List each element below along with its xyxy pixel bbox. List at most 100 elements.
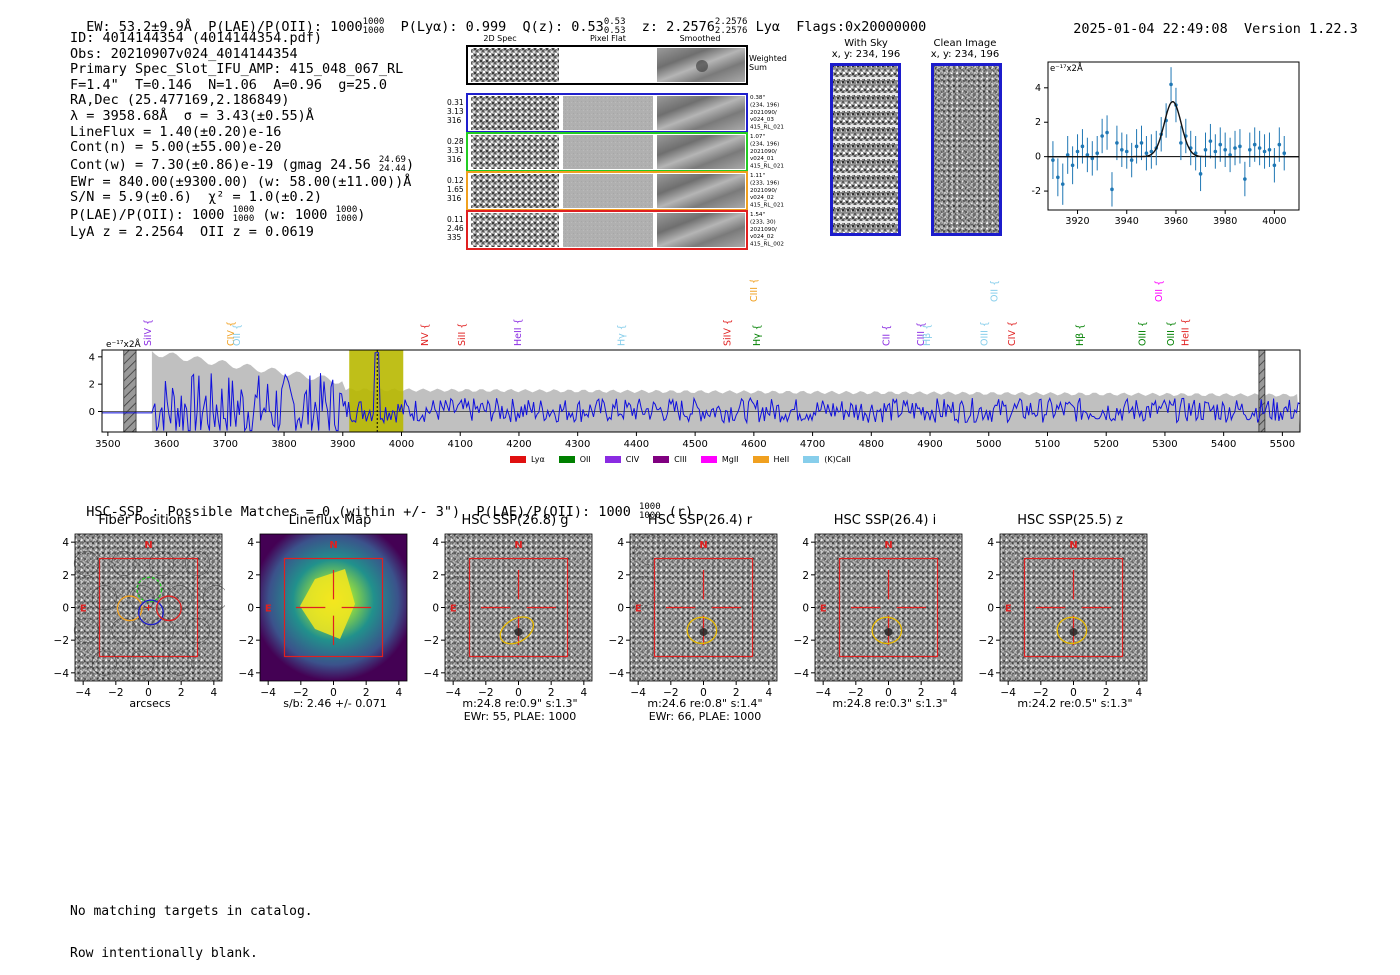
zoom-data-point [1095,151,1100,156]
zoom-data-point [1124,149,1129,154]
cutout-ytick-label: 4 [432,537,439,549]
cutout-caption-line-2: EWr: 66, PLAE: 1000 [648,710,762,723]
header-z-sub: 2.2576 [714,26,748,36]
spectrum-xtick-label: 4500 [682,439,707,450]
zoom-data-point [1247,147,1252,152]
fiber-row-right-label: 1.54" [750,212,765,218]
hsc-title-suffix: (r) [668,504,694,520]
zoom-data-point [1129,158,1134,162]
spectrum-ytick-label: 2 [89,380,95,391]
header-right: 2025-01-04 22:49:08 Version 1.22.3 [1057,5,1358,37]
legend-label: CIV [625,455,640,464]
zoom-data-point [1134,144,1139,149]
search-box [468,557,569,658]
spectrum-xtick-label: 5300 [1152,439,1177,450]
cutout-xtick-label: 2 [548,687,555,699]
zoom-data-point [1056,175,1060,180]
cutout-image-0: + N E −4 −4 −2 −2 0 0 2 2 4 4 [54,533,225,699]
legend-item: OII [558,455,591,464]
header-q: Q(z): 0.53 [522,19,604,35]
fiber-row-left-label: 0.12 [447,176,464,185]
cutout-xtick-label: 2 [178,687,185,699]
legend-label: CIII [674,455,687,464]
cutout-ytick-label: 2 [432,570,439,582]
header-plae: P(LAE)/P(OII): 1000 [208,19,363,35]
fiber-row-left-label: 335 [447,233,462,242]
cutout-xtick-label: −2 [848,687,863,699]
fiber-row-left-label: 0.11 [447,215,464,224]
emission-line-label: OIII { [980,321,991,346]
info-lineflux: LineFlux = 1.40(±0.20)e-16 [70,123,282,140]
cutout-noise [1000,534,1147,681]
hsc-title-text: HSC-SSP : Possible Matches = 0 (within +… [86,504,631,520]
fiber-circle [91,585,117,611]
footer-note: No matching targets in catalog. Row inte… [70,877,313,975]
emission-line-label: SiIV { [143,319,154,346]
clean-image [931,63,1002,236]
fiber-circle [184,617,211,643]
cutout-xtick-label: 2 [918,687,925,699]
legend-swatch [510,456,526,463]
zoom-xtick-label: 3920 [1065,216,1089,227]
fiber-row-right-label: 0.38" [750,95,765,101]
cutout-caption-line-2: EWr: 55, PLAE: 1000 [463,710,577,723]
zoom-data-point [1144,151,1149,156]
emission-line-label: CII { [882,325,893,346]
zoom-data-point [1223,147,1227,152]
cutout-ytick-label: −2 [54,635,69,647]
spectrum-xtick-label: 4900 [917,439,942,450]
source-ellipse [499,616,535,645]
zoom-gaussian-fit [1048,100,1299,158]
search-box [653,557,754,658]
cutout-noise [445,534,592,681]
cutout-ytick-label: 4 [62,537,69,549]
fiber-circle [73,550,99,576]
zoom-data-point [1105,130,1109,135]
cutout-ytick-label: −4 [239,668,255,680]
spectrum-xtick-label: 4200 [506,439,531,450]
cutout-ytick-label: 2 [802,570,809,582]
source-blob [1069,628,1078,636]
zoom-data-point [1115,141,1119,145]
emission-line-label: HeII { [513,318,524,346]
spectrum-frame [101,349,1301,433]
fiber-row-right-label: 2021090/ [750,110,777,116]
hsc-title-sub: 1000 [638,511,661,521]
header-q-sup: 0.53 [603,17,626,27]
fiber-circle [111,617,137,643]
emission-line-label: Hγ { [617,324,628,346]
search-box [838,557,939,658]
source-blob [884,628,893,636]
header-plae-sub: 1000 [362,26,385,36]
cutout-caption-line-1: arcsecs [129,697,171,710]
zoom-data-point [1090,156,1095,161]
selected-fiber [136,576,163,603]
info-id: ID: 4014144354 (4014144354.pdf) [70,30,322,46]
cutout-caption-line-1: m:24.8 re:0.3" s:1.3" [832,697,948,710]
cutout-caption: m:24.6 re:0.8" s:1.4" EWr: 66, PLAE: 1000 [630,697,780,723]
with-sky-title: With Sky [844,38,888,49]
fiber-circle [149,550,175,576]
cutout-xtick-label: −2 [1033,687,1048,699]
fiber-row-right-label: v024_02 [750,234,774,240]
emission-line-label: CIII { [916,322,927,346]
info-contw-sup: 24.69 [378,154,406,165]
weighted-sum-flat [559,48,655,82]
fiber-row-right-label: 415_RL_021 [750,125,784,131]
spectrum-masked-region [123,349,137,433]
fiber-row-left-label: 3.13 [447,107,464,116]
info-obs: Obs: 20210907v024_4014144354 [70,45,298,62]
zoom-data-point [1198,172,1203,176]
legend-item: Lyα [510,455,545,464]
fiber-row-smoothed [657,174,745,208]
legend-swatch [558,456,575,463]
cutout-title: HSC SSP(26.4) r [647,513,753,528]
north-label: N [884,540,892,551]
cutout-image-1: N E −4 −4 −2 −2 0 0 2 2 4 4 [239,533,408,699]
cutout-image-5: N E −4 −4 −2 −2 0 0 2 2 4 4 [979,533,1148,699]
spectrum-xtick-label: 4700 [800,439,825,450]
cutout-ytick-label: −2 [239,635,254,647]
fiber-circle [184,550,211,576]
spectrum-masked-region [1258,349,1266,433]
fiber-row-frame [466,210,748,250]
